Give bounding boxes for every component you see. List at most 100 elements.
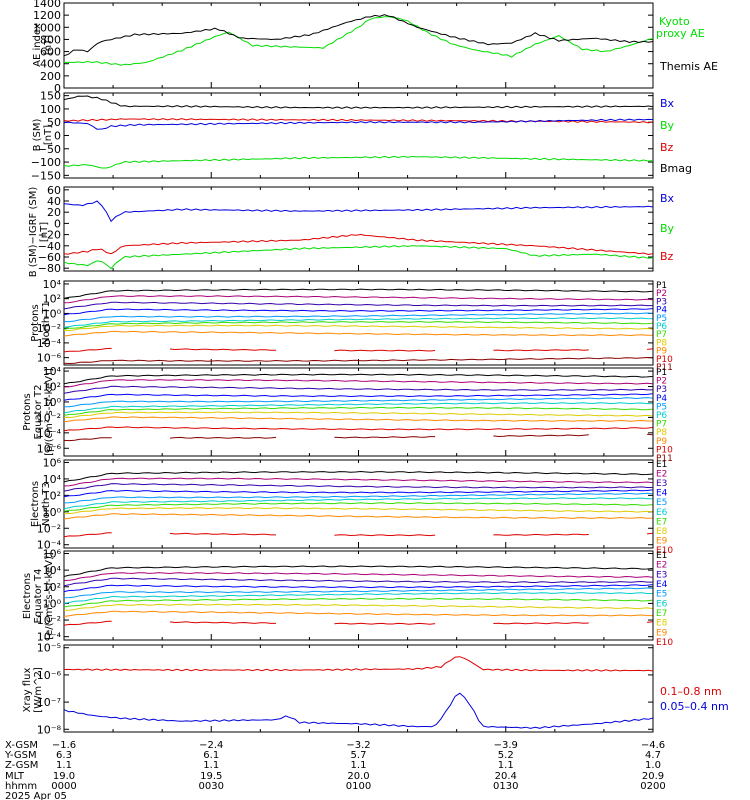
series-line	[64, 324, 653, 331]
series-line	[63, 373, 653, 385]
ytick-label: 10⁻⁸	[37, 723, 62, 736]
y-axis-label-line: [W/m^2]	[33, 667, 44, 713]
legend-label: E1	[656, 551, 667, 561]
x-axis-tick-label: 1.1	[498, 760, 514, 771]
legend-label: E2	[656, 470, 667, 480]
legend-label: E7	[656, 517, 667, 527]
legend-label: Bz	[660, 141, 674, 154]
ytick-label: 10⁰	[43, 396, 62, 409]
x-axis-tick-label: −4.6	[641, 740, 665, 751]
x-axis-tick-label: 1.0	[645, 760, 661, 771]
ytick-label: 10²	[43, 381, 61, 394]
ytick-label: 10⁰	[43, 597, 62, 610]
ytick-label: 10⁰	[43, 307, 62, 320]
x-axis-row-label: X-GSM	[5, 740, 38, 751]
legend-label: E8	[656, 619, 668, 629]
ytick-label: 10⁻⁴	[37, 539, 62, 552]
ytick-label: 1400	[33, 0, 61, 10]
x-axis-tick-label: 19.0	[53, 771, 75, 782]
legend-label: P7	[656, 420, 667, 430]
ytick-label: −60	[38, 251, 61, 264]
legend-label: Bx	[660, 97, 675, 110]
legend-label: P9	[656, 347, 667, 357]
ytick-label: 10⁻⁴	[37, 631, 62, 644]
legend-label: 0.1–0.8 nm	[660, 685, 722, 698]
x-axis-tick-label: 4.7	[645, 750, 661, 761]
y-axis-label: ProtonsNorth T1	[30, 301, 52, 345]
ytick-label: 0	[54, 130, 61, 143]
x-axis-tick-label: 6.1	[203, 750, 219, 761]
panel-frame	[63, 92, 654, 179]
series-line	[63, 385, 653, 394]
series-line	[63, 416, 653, 423]
x-axis-tick-label: 20.9	[642, 771, 664, 782]
panel-frame	[63, 186, 654, 272]
series-line	[63, 426, 653, 432]
series-line	[63, 492, 653, 504]
legend-label: E3	[656, 479, 667, 489]
ytick-label: 10²	[43, 581, 61, 594]
legend-label: E6	[656, 508, 668, 518]
ytick-label: 1000	[33, 21, 61, 34]
x-axis-tick-label: 0130	[493, 781, 518, 792]
panel-frame	[63, 550, 654, 641]
x-axis-tick-label: 1.1	[56, 760, 72, 771]
legend-label: E1	[656, 460, 667, 470]
legend-label: E10	[656, 638, 673, 648]
series-line	[64, 603, 653, 611]
x-axis-tick-label: 5.7	[351, 750, 367, 761]
legend-label: P5	[656, 314, 667, 324]
legend-label: P1	[656, 368, 667, 378]
y-axis-label-line: Protons	[22, 393, 33, 430]
y-axis-label: AE index[nT]	[32, 23, 54, 67]
ytick-label: −80	[38, 262, 61, 275]
ytick-label: −100	[31, 156, 61, 169]
ytick-label: 10⁻²	[37, 614, 61, 627]
ytick-label: 10⁻⁶	[37, 442, 62, 455]
legend-label: E2	[656, 561, 667, 571]
series-line	[63, 320, 653, 330]
series-line	[63, 592, 653, 604]
ytick-label: 10⁶	[43, 547, 62, 560]
ytick-label: 50	[47, 116, 61, 129]
x-axis-row-label: Y-GSM	[4, 750, 37, 761]
x-axis-tick-label: 19.5	[200, 771, 222, 782]
legend-label: P9	[656, 437, 667, 447]
ytick-label: 400	[40, 58, 61, 71]
y-axis-label-line: North T3	[41, 482, 52, 526]
y-axis-label-line: [p/(cm²-s-sr-keV)]	[44, 368, 55, 456]
series-line	[63, 118, 654, 130]
series-line	[63, 502, 653, 512]
ytick-label: 10²	[43, 293, 61, 306]
legend-label: P8	[656, 428, 667, 438]
x-axis-tick-label: 0030	[199, 781, 224, 792]
legend-label: P1	[656, 281, 667, 291]
ytick-label: 10⁻⁴	[37, 337, 62, 350]
y-axis-label-line: Protons	[30, 304, 41, 341]
series-line	[63, 584, 653, 593]
x-axis-tick-label: 1.1	[203, 760, 219, 771]
y-axis-label-line: [nT]	[39, 222, 50, 242]
series-line	[63, 565, 653, 577]
ytick-label: 10⁻⁷	[37, 696, 61, 709]
legend-label: P2	[656, 289, 667, 299]
y-axis-label-line: Electrons	[30, 481, 41, 527]
y-axis-label-line: Equator T4	[33, 569, 44, 624]
series-line	[63, 497, 653, 510]
y-axis-label-line: Equator T2	[33, 385, 44, 440]
series-line	[63, 295, 653, 304]
legend-label: P8	[656, 338, 667, 348]
legend-label: E7	[656, 609, 667, 619]
ytick-label: 600	[40, 46, 61, 59]
series-line	[63, 610, 653, 617]
x-axis-tick-label: −3.9	[494, 740, 518, 751]
x-axis-tick-label: 1.1	[351, 760, 367, 771]
y-axis-label-line: AE index	[32, 23, 43, 67]
x-axis-tick-label: 20.4	[495, 771, 517, 782]
y-axis-label: B (SM)−IGRF (SM)[nT]	[28, 187, 50, 278]
y-axis-label: ElectronsEquator T4[e/(cm²-s-sr-keV)]	[22, 552, 55, 640]
ytick-label: 10⁴	[43, 365, 62, 378]
